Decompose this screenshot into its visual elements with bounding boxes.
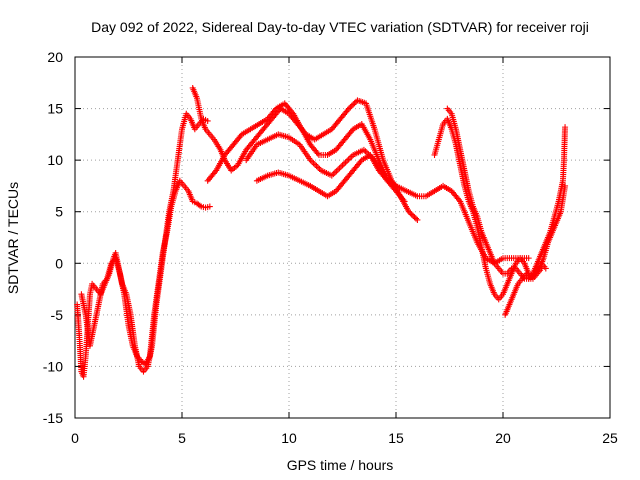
y-tick-label: 15 (47, 101, 63, 117)
data-point (348, 102, 355, 109)
data-point (196, 202, 203, 209)
y-tick-label: 20 (47, 49, 63, 65)
data-point (308, 158, 315, 165)
y-tick-label: 0 (55, 255, 63, 271)
x-axis-label: GPS time / hours (287, 457, 394, 473)
x-tick-label: 15 (388, 430, 404, 446)
data-point (347, 104, 354, 111)
data-point (410, 212, 417, 219)
data-point (345, 105, 352, 112)
y-tick-label: -5 (51, 307, 64, 323)
data-point (351, 100, 358, 107)
data-point (408, 211, 415, 218)
data-point (334, 166, 341, 173)
x-tick-label: 20 (495, 430, 511, 446)
data-point (313, 163, 320, 170)
data-point (362, 148, 369, 155)
chart-title: Day 092 of 2022, Sidereal Day-to-day VTE… (91, 19, 589, 35)
y-tick-label: -15 (43, 410, 63, 426)
data-point (344, 157, 351, 164)
y-tick-label: 5 (55, 204, 63, 220)
series-arc-10 (525, 124, 569, 282)
data-point (330, 171, 337, 178)
data-point (337, 163, 344, 170)
data-point (412, 215, 419, 222)
x-tick-label: 25 (602, 430, 618, 446)
y-tick-label: 10 (47, 152, 63, 168)
data-point (347, 154, 354, 161)
plot-frame (74, 56, 611, 419)
y-axis-label: SDTVAR / TECUs (5, 182, 21, 294)
x-tick-label: 5 (178, 430, 186, 446)
series-arc-8 (444, 105, 549, 282)
series-arc-2 (78, 177, 213, 368)
data-point (525, 255, 532, 262)
data-point (310, 160, 317, 167)
data-point (333, 168, 340, 175)
data-point (345, 156, 352, 163)
data-point (562, 124, 569, 131)
data-point (414, 216, 421, 223)
data-point (350, 101, 357, 108)
data-point (336, 165, 343, 172)
x-tick-label: 10 (281, 430, 297, 446)
data-point (315, 164, 322, 171)
series-arc-6 (253, 151, 532, 267)
y-tick-label: -10 (43, 358, 63, 374)
series-arc-1 (74, 110, 211, 380)
data-point (341, 160, 348, 167)
data-point (311, 161, 318, 168)
data-point (206, 203, 213, 210)
series-arc-3 (189, 84, 421, 223)
data-point (204, 117, 211, 124)
data-point (411, 214, 418, 221)
data-point (405, 208, 412, 215)
grid-layer (75, 57, 610, 418)
data-point (542, 265, 549, 272)
x-tick-label: 0 (71, 430, 79, 446)
data-point (407, 210, 414, 217)
data-points (74, 84, 569, 380)
axis-ticks: 0 5 10 15 20 25 -15 -10 -5 0 5 10 15 20 (43, 49, 618, 446)
data-point (339, 162, 346, 169)
data-point (401, 198, 408, 205)
